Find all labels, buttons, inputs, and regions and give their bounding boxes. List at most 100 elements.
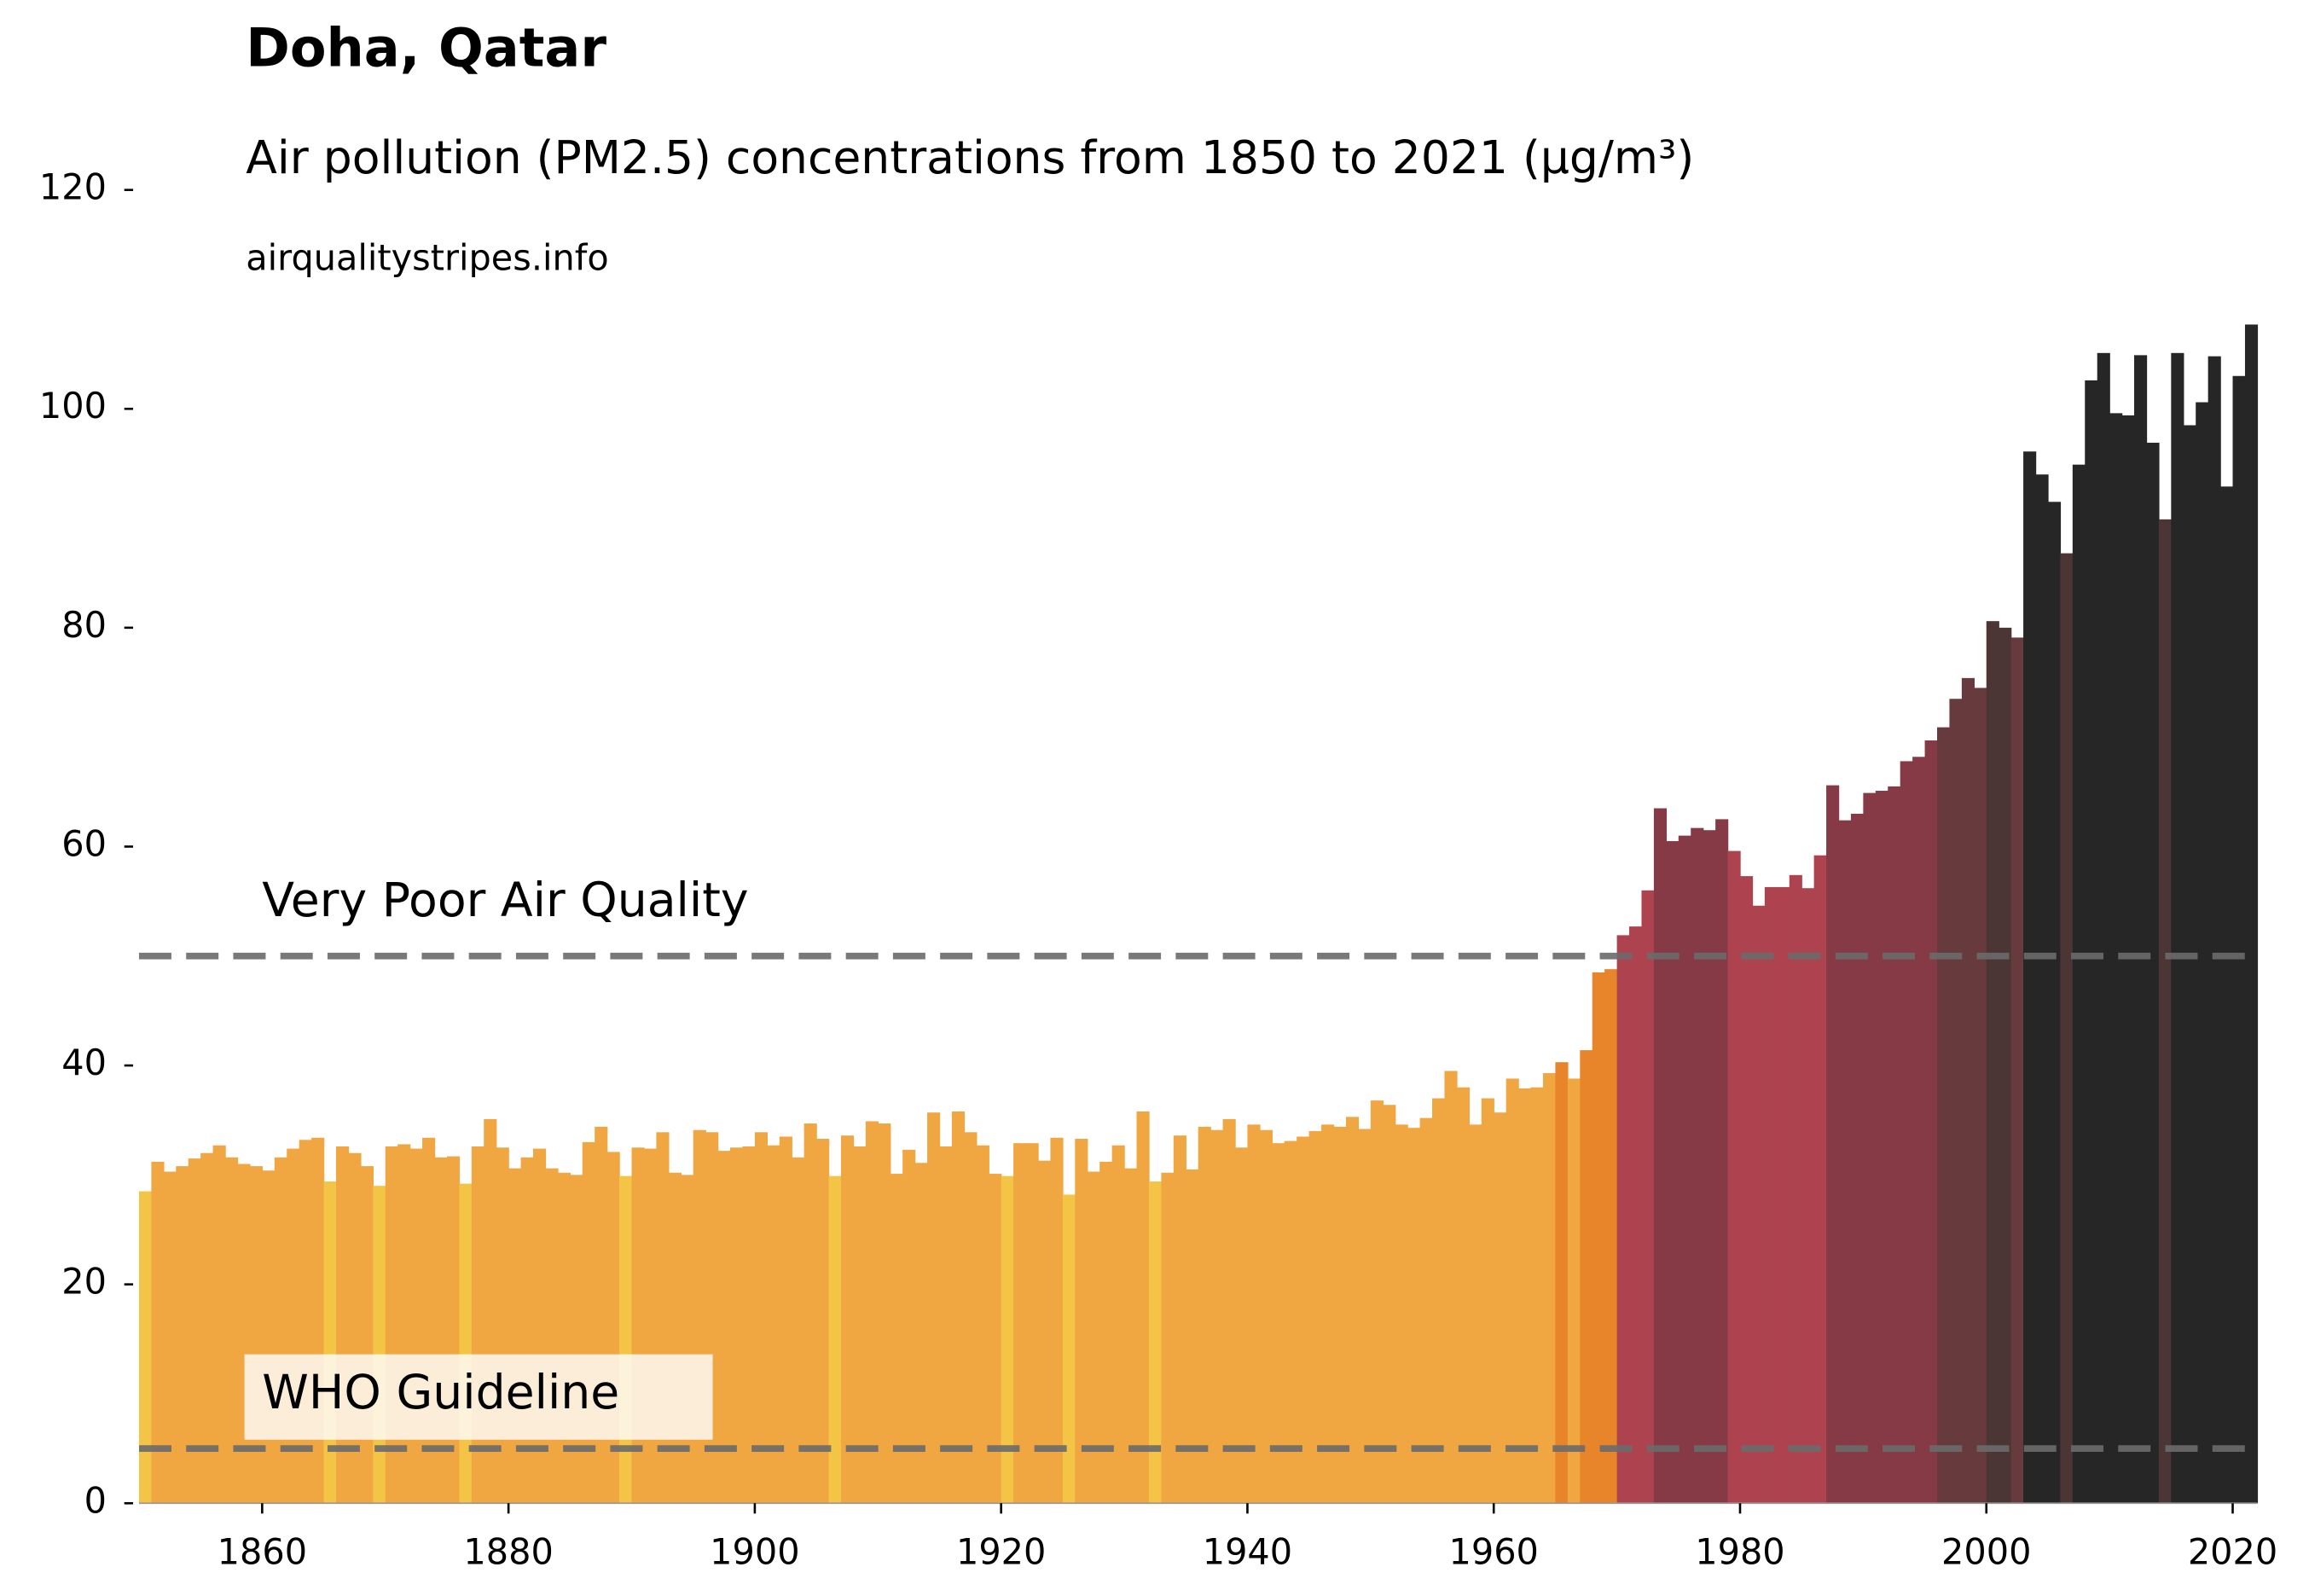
bar (693, 1129, 706, 1504)
y-tick-label: 20 (61, 1262, 107, 1303)
bar (1297, 1136, 1310, 1504)
bar (545, 1168, 559, 1504)
bar (151, 1161, 165, 1504)
bar (1025, 1143, 1039, 1504)
bar (828, 1175, 842, 1504)
bar (1247, 1124, 1261, 1504)
bar (902, 1149, 916, 1504)
bar (643, 1148, 658, 1504)
bar (2060, 553, 2074, 1504)
bar (1961, 677, 1975, 1504)
bar (557, 1172, 571, 1504)
x-tick-label: 1940 (1203, 1532, 1292, 1573)
bar (1321, 1124, 1335, 1504)
bar (1974, 688, 1987, 1504)
x-tick-label: 1920 (956, 1532, 1046, 1573)
bar (1407, 1128, 1421, 1504)
bar (2023, 451, 2037, 1504)
bar (1210, 1129, 1224, 1504)
x-tick-label: 1880 (463, 1532, 553, 1573)
bar (767, 1145, 780, 1504)
bar (1999, 627, 2012, 1504)
bar (1419, 1117, 1433, 1504)
bar (779, 1136, 792, 1504)
bar (1580, 1050, 1593, 1504)
x-tick-label: 1860 (218, 1532, 307, 1573)
bar (138, 1191, 153, 1504)
bar (927, 1112, 941, 1504)
bar (1308, 1131, 1322, 1504)
y-tick-label: 0 (84, 1480, 107, 1521)
bar (1912, 757, 1926, 1504)
bar (1432, 1098, 1446, 1504)
bar (742, 1146, 756, 1504)
bar (816, 1139, 830, 1504)
x-tick-label: 1980 (1695, 1532, 1784, 1573)
bar (1395, 1124, 1408, 1504)
bar (1850, 813, 1865, 1504)
bar (1838, 820, 1852, 1504)
bar (459, 1183, 473, 1504)
bar (1666, 841, 1680, 1504)
bar (1001, 1175, 1014, 1504)
bar (249, 1166, 264, 1504)
bar (200, 1152, 214, 1504)
bar (668, 1172, 682, 1504)
bar (311, 1137, 325, 1504)
chart-source: airqualitystripes.info (246, 238, 608, 279)
bar (1604, 969, 1618, 1504)
bar (914, 1163, 928, 1504)
y-tick-label: 60 (61, 823, 107, 864)
label-background (244, 1354, 713, 1440)
x-tick-label: 1900 (710, 1532, 799, 1573)
bar (1801, 888, 1815, 1504)
bar (1629, 926, 1643, 1504)
y-tick-label: 80 (61, 605, 107, 646)
bar (865, 1121, 879, 1504)
bar (1494, 1112, 1507, 1504)
bar (1161, 1172, 1175, 1504)
bar (890, 1174, 903, 1504)
bar (1937, 727, 1951, 1504)
bar (2097, 352, 2110, 1504)
bar (1259, 1129, 1273, 1504)
bar (2158, 519, 2173, 1504)
bar (2010, 637, 2024, 1504)
x-tick-label: 1960 (1449, 1532, 1539, 1573)
bar (1863, 792, 1877, 1504)
bar (1777, 886, 1790, 1504)
bar (2220, 486, 2234, 1504)
bar (570, 1175, 583, 1504)
bar (1888, 786, 1901, 1504)
bar (373, 1186, 386, 1504)
bar (1272, 1143, 1285, 1504)
bar (1235, 1147, 1249, 1504)
bar (1099, 1161, 1113, 1504)
bar (1505, 1078, 1519, 1504)
bar (1284, 1140, 1297, 1504)
bar (1370, 1100, 1384, 1504)
bar (163, 1171, 177, 1504)
bar (2183, 425, 2196, 1504)
bar (409, 1148, 423, 1504)
bar (1148, 1181, 1163, 1504)
bar (1641, 890, 1655, 1504)
bar (1136, 1111, 1150, 1504)
bar (1222, 1118, 1236, 1504)
bar (1826, 785, 1840, 1504)
bar (2244, 324, 2259, 1504)
bar (1481, 1098, 1494, 1504)
y-tick-label: 120 (39, 167, 107, 208)
y-tick-label: 40 (61, 1042, 107, 1083)
bar (730, 1147, 744, 1504)
bar (1087, 1171, 1100, 1504)
bar (188, 1158, 201, 1504)
bar (976, 1145, 989, 1504)
bar (2085, 380, 2098, 1504)
bar (681, 1175, 694, 1504)
bar (964, 1132, 978, 1504)
bar (1739, 876, 1754, 1504)
bar (2035, 474, 2049, 1504)
chart-title: Doha, Qatar (246, 16, 606, 78)
bar (2109, 413, 2123, 1504)
